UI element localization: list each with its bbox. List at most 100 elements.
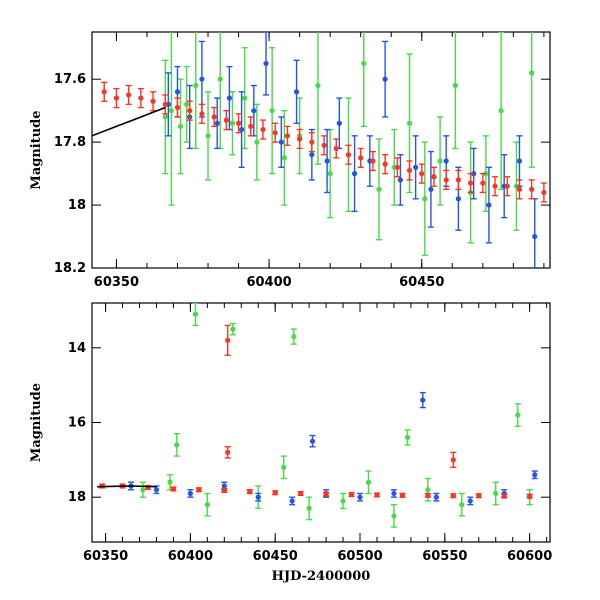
data-point [391,490,397,497]
data-point [140,487,146,493]
y-tick-label: 17.8 [54,135,86,150]
data-point [433,494,439,500]
data-point [501,493,507,499]
data-point [297,136,303,142]
data-layer [97,303,538,528]
data-point [376,186,382,192]
data-point [357,494,363,500]
data-point [419,171,425,177]
data-point [272,130,278,136]
data-point [269,108,275,114]
data-point [315,82,321,89]
y-tick-label: 18.2 [54,261,86,276]
data-point [199,76,205,82]
data-point [126,92,132,98]
data-point [443,177,449,183]
data-point [504,183,510,189]
data-point [255,494,261,500]
data-point [382,161,388,167]
data-point [281,464,287,470]
data-point [217,76,223,82]
data-point [101,89,107,95]
data-point [221,483,227,489]
data-point [358,155,364,161]
data-point [242,95,248,101]
data-point [309,152,315,158]
data-point [247,488,253,495]
data-point [225,449,231,455]
x-axis-title: HJD-2400000 [272,569,371,584]
data-point [529,70,535,76]
data-point [138,95,144,101]
data-point [340,498,346,504]
x-tick-label: 60350 [94,275,139,290]
data-point [431,174,437,180]
data-point [413,164,419,170]
y-axis-title: Magnitude [29,110,44,189]
data-point [162,101,168,107]
data-point [254,139,260,145]
x-tick-label: 60550 [422,549,467,564]
data-point [324,158,330,164]
data-point [235,120,242,126]
data-series [99,324,533,499]
data-point [168,108,174,114]
data-point [184,101,190,107]
data-point [260,126,266,133]
data-point [327,171,333,177]
data-point [167,479,173,485]
y-tick-label: 14 [68,341,86,356]
data-point [251,108,257,114]
data-point [204,502,210,508]
data-point [382,76,388,82]
data-point [529,186,535,192]
data-point [515,412,521,418]
data-point [153,487,160,493]
data-point [422,196,428,202]
data-point [192,311,199,317]
y-tick-label: 18 [68,490,86,505]
data-point [174,104,181,111]
data-point [541,189,547,196]
data-point [443,158,449,164]
data-point [492,183,498,189]
data-point [196,487,202,493]
data-point [205,133,211,139]
data-point [406,167,413,174]
bottom-panel: 60350 60400 60450 60500 60550 60600 14 16 18 Magn… [29,302,552,584]
data-point [309,438,316,444]
y-tick-label: 17.6 [54,72,86,87]
data-point [406,120,413,126]
plot-frame [91,31,551,269]
data-point [516,186,523,192]
x-tick-label: 60500 [337,549,382,564]
data-point [225,337,231,343]
x-tick-label: 60400 [168,549,213,564]
data-point [455,177,461,183]
data-point [263,60,269,67]
y-tick-label: 18 [68,198,86,213]
data-point [425,492,431,498]
data-series [162,32,535,257]
data-point [284,133,291,139]
x-tick-label: 60450 [399,275,444,290]
data-series [165,32,538,268]
data-point [226,95,232,101]
data-point [450,493,456,499]
data-point [150,98,156,104]
data-point [170,486,177,492]
data-point [459,502,465,508]
data-point [527,493,533,499]
data-point [113,95,120,101]
data-layer [92,32,547,268]
data-point [211,114,217,120]
data-point [399,492,406,498]
data-point [229,120,236,126]
data-point [239,126,245,133]
data-point [248,123,254,129]
data-point [374,492,380,498]
data-point [351,171,358,177]
x-tick-label: 60400 [246,275,291,290]
y-axis-title: Magnitude [29,383,44,462]
